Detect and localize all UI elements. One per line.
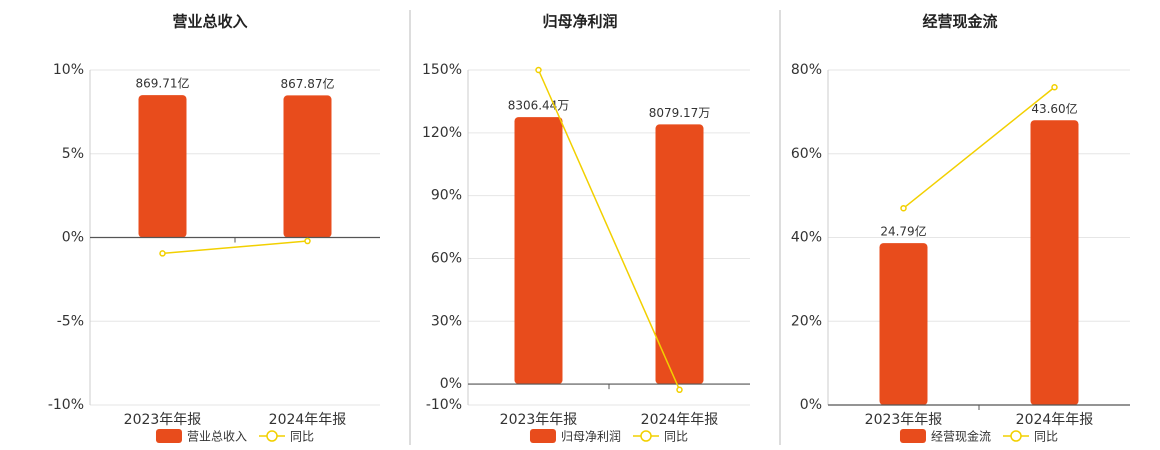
x-tick-label: 2023年年报 xyxy=(865,412,943,428)
value-label: 867.87亿 xyxy=(281,76,335,91)
value-label: 8079.17万 xyxy=(649,106,711,120)
trend-point xyxy=(159,250,166,257)
legend-label: 归母净利润 xyxy=(561,430,621,444)
bar xyxy=(283,95,332,238)
trend-point xyxy=(676,386,683,394)
legend-label: 同比 xyxy=(290,430,314,444)
y-tick-label: 90% xyxy=(431,188,462,204)
legend-label: 经营现金流 xyxy=(931,429,991,444)
value-label: 869.71亿 xyxy=(136,76,190,91)
trend-line xyxy=(537,69,681,391)
y-tick-label: 10% xyxy=(53,62,84,78)
y-tick-label: -10% xyxy=(426,397,462,413)
value-label: 43.60亿 xyxy=(1031,101,1077,116)
legend-swatch xyxy=(155,429,182,443)
chart-title: 营业总收入 xyxy=(172,13,247,31)
legend-label: 同比 xyxy=(664,430,688,444)
y-tick-label: -10% xyxy=(48,397,84,413)
legend-label: 同比 xyxy=(1034,430,1058,444)
y-tick-label: 80% xyxy=(791,62,822,78)
legend-point xyxy=(266,430,278,442)
x-tick-label: 2023年年报 xyxy=(124,412,202,428)
y-tick-label: 120% xyxy=(422,125,462,141)
y-tick-label: 5% xyxy=(62,146,84,162)
bar xyxy=(655,124,704,385)
legend-swatch xyxy=(899,429,926,443)
legend-point xyxy=(1010,430,1022,442)
trend-line xyxy=(162,240,308,255)
y-tick-label: 20% xyxy=(791,313,822,329)
x-tick-label: 2024年年报 xyxy=(269,412,347,428)
y-tick-label: 30% xyxy=(431,313,462,329)
value-label: 8306.44万 xyxy=(508,99,570,113)
bar xyxy=(138,95,187,238)
legend-point xyxy=(640,430,652,442)
y-tick-label: 60% xyxy=(431,250,462,266)
bar xyxy=(514,117,563,385)
legend-label: 营业总收入 xyxy=(187,430,247,444)
x-tick-label: 2024年年报 xyxy=(1016,412,1094,428)
y-tick-label: 0% xyxy=(62,230,84,246)
trend-point xyxy=(1051,84,1058,91)
chart-title: 经营现金流 xyxy=(922,13,997,31)
y-tick-label: 150% xyxy=(422,62,462,78)
value-label: 24.79亿 xyxy=(880,224,926,239)
trend-line xyxy=(903,86,1055,209)
x-tick-label: 2023年年报 xyxy=(500,412,578,428)
y-tick-label: 0% xyxy=(440,376,462,392)
trend-point xyxy=(900,204,907,212)
trend-point xyxy=(535,66,542,74)
x-tick-label: 2024年年报 xyxy=(641,412,719,428)
chart-title: 归母净利润 xyxy=(542,13,617,31)
legend-swatch xyxy=(529,429,556,443)
bar xyxy=(879,243,928,405)
trend-point xyxy=(304,237,311,245)
y-tick-label: -5% xyxy=(57,313,84,329)
y-tick-label: 0% xyxy=(800,397,822,413)
y-tick-label: 40% xyxy=(791,230,822,246)
bar xyxy=(1030,120,1079,405)
y-tick-label: 60% xyxy=(791,146,822,162)
